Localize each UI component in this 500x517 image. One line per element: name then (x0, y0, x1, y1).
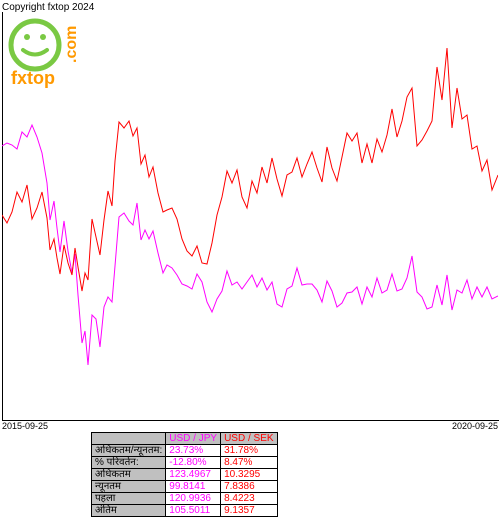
header-cell: USD / JPY (166, 433, 221, 445)
cell: 23.73% (166, 445, 221, 457)
cell: 9.1357 (221, 505, 277, 517)
cell: 120.9936 (166, 493, 221, 505)
cell: 99.8141 (166, 481, 221, 493)
cell: 7.8386 (221, 481, 277, 493)
row-label: % परिवर्तन: (92, 457, 166, 469)
cell: 8.47% (221, 457, 277, 469)
row-label: न्यूनतम (92, 481, 166, 493)
row-label: अंतिम (92, 505, 166, 517)
legend-table: USD / JPY USD / SEK अधिकतम/न्यूनतम: 23.7… (91, 432, 278, 517)
table-row: न्यूनतम 99.8141 7.8386 (92, 481, 278, 493)
cell: 105.5011 (166, 505, 221, 517)
x-axis-end-label: 2020-09-25 (452, 421, 498, 431)
line-chart (2, 12, 498, 420)
cell: 8.4223 (221, 493, 277, 505)
row-label: पहला (92, 493, 166, 505)
header-cell (92, 433, 166, 445)
row-label: अधिकतम (92, 469, 166, 481)
table-row: % परिवर्तन: -12.80% 8.47% (92, 457, 278, 469)
cell: -12.80% (166, 457, 221, 469)
header-cell: USD / SEK (221, 433, 277, 445)
table-row: अंतिम 105.5011 9.1357 (92, 505, 278, 517)
cell: 31.78% (221, 445, 277, 457)
x-axis-start-label: 2015-09-25 (2, 421, 48, 431)
cell: 123.4967 (166, 469, 221, 481)
table-row: अधिकतम 123.4967 10.3295 (92, 469, 278, 481)
row-label: अधिकतम/न्यूनतम: (92, 445, 166, 457)
cell: 10.3295 (221, 469, 277, 481)
table-row: USD / JPY USD / SEK (92, 433, 278, 445)
table-row: पहला 120.9936 8.4223 (92, 493, 278, 505)
table-row: अधिकतम/न्यूनतम: 23.73% 31.78% (92, 445, 278, 457)
